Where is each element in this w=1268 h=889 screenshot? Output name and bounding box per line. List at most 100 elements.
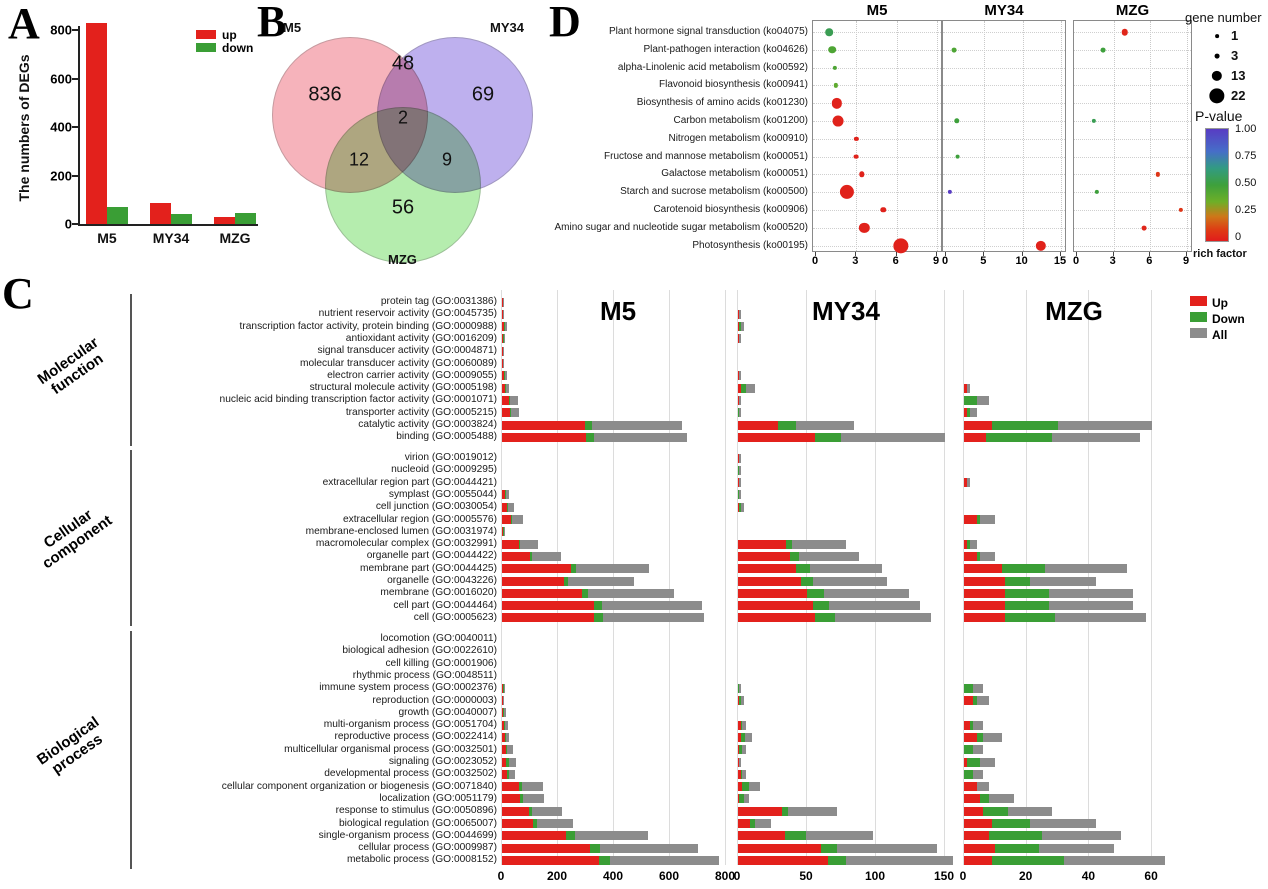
- c-bar-all-segment: [976, 395, 990, 405]
- c-bar-up-segment: [964, 432, 986, 442]
- c-bar-m5: [502, 794, 544, 804]
- panel-a-letter: A: [8, 0, 40, 48]
- d-pathway-label: Plant hormone signal transduction (ko040…: [608, 26, 808, 37]
- c-bar-mzg: [964, 383, 971, 393]
- c-bar-my34: [738, 732, 752, 742]
- c-gridline: [737, 290, 738, 865]
- c-section-line: [130, 631, 132, 869]
- a-ytick: 400: [50, 119, 72, 135]
- c-go-term-label: cell junction (GO:0030054): [375, 501, 497, 513]
- c-bar-up-segment: [738, 383, 741, 393]
- c-bar-my34: [738, 383, 755, 393]
- c-go-term-label: nucleoid (GO:0009295): [391, 464, 497, 476]
- c-bar-all-segment: [504, 527, 505, 537]
- d-bubble: [954, 118, 960, 124]
- d-bubble: [859, 222, 870, 233]
- c-bar-up-segment: [502, 769, 507, 779]
- d-row-guide: [813, 245, 941, 247]
- c-bar-my34: [738, 831, 874, 841]
- c-bar-all-segment: [742, 769, 747, 779]
- c-bar-all-segment: [503, 696, 504, 705]
- c-bar-up-segment: [502, 683, 503, 693]
- c-bar-up-segment: [738, 769, 741, 779]
- c-gridline: [963, 290, 964, 865]
- c-bar-up-segment: [738, 855, 828, 865]
- c-bar-up-segment: [738, 696, 740, 705]
- c-bar-m5: [502, 297, 504, 307]
- d-xaxis-label: rich factor: [1193, 248, 1247, 260]
- d-pvalue-tick: 0.50: [1235, 177, 1257, 189]
- c-bar-down-segment: [518, 539, 520, 549]
- c-bar-down-segment: [739, 322, 741, 332]
- c-bar-down-segment: [738, 683, 740, 693]
- c-bar-all-segment: [1058, 420, 1153, 430]
- c-bar-down-segment: [973, 696, 977, 705]
- c-bar-all-segment: [795, 420, 854, 430]
- c-xtick: 0: [959, 869, 967, 883]
- d-xtick: 0: [1072, 255, 1080, 267]
- c-bar-m5: [502, 769, 516, 779]
- c-go-term-label: biological regulation (GO:0065007): [338, 817, 497, 829]
- d-pathway-label: Starch and sucrose metabolism (ko00500): [620, 186, 808, 198]
- c-bar-my34: [738, 843, 937, 853]
- c-bar-all-segment: [739, 408, 741, 418]
- c-bar-all-segment: [522, 794, 544, 804]
- c-bar-up-segment: [964, 551, 977, 561]
- c-bar-mzg: [964, 720, 983, 730]
- c-bar-m5: [502, 745, 513, 755]
- d-row-guide: [813, 103, 941, 105]
- c-section-line: [130, 294, 132, 446]
- c-bar-all-segment: [791, 539, 846, 549]
- c-bar-mzg: [964, 831, 1121, 841]
- c-bar-mzg: [964, 576, 1096, 586]
- c-go-term-label: antioxidant activity (GO:0016209): [345, 332, 497, 344]
- c-bar-all-segment: [739, 395, 741, 405]
- d-xtick-mark: [1186, 252, 1187, 256]
- c-go-term-label: growth (GO:0040007): [398, 706, 497, 718]
- c-bar-up-segment: [502, 855, 599, 865]
- d-bubble: [854, 136, 859, 141]
- d-size-legend-title: gene number: [1185, 10, 1262, 25]
- c-bar-all-segment: [739, 371, 741, 381]
- d-xtick: 15: [1053, 255, 1067, 267]
- c-bar-all-segment: [746, 383, 755, 393]
- c-bar-down-segment: [964, 745, 974, 755]
- c-bar-all-segment: [970, 408, 977, 418]
- c-bar-down-segment: [503, 322, 505, 332]
- c-bar-down-segment: [563, 576, 569, 586]
- c-bar-m5: [502, 334, 505, 344]
- a-bar-up: [214, 216, 235, 224]
- c-bar-down-segment: [807, 588, 824, 598]
- c-go-term-label: organelle part (GO:0044422): [366, 550, 497, 562]
- c-bar-all-segment: [1029, 576, 1096, 586]
- d-xtick: 3: [852, 255, 859, 267]
- c-bar-my34: [738, 408, 741, 418]
- c-bar-up-segment: [502, 322, 504, 332]
- c-bar-all-segment: [505, 383, 509, 393]
- d-bubble: [1094, 190, 1099, 195]
- c-bar-m5: [502, 309, 504, 319]
- d-bubble: [1141, 225, 1147, 231]
- c-bar-up-segment: [964, 831, 990, 841]
- c-bar-down-segment: [992, 855, 1065, 865]
- c-bar-my34: [738, 371, 741, 381]
- c-bar-m5: [502, 757, 516, 767]
- c-bar-all-segment: [1045, 564, 1127, 574]
- d-gridline: [937, 21, 938, 251]
- c-bar-down-segment: [532, 819, 538, 828]
- c-bar-m5: [502, 490, 509, 500]
- c-bar-mzg: [964, 683, 983, 693]
- d-panel-title: M5: [866, 2, 888, 19]
- c-bar-my34: [738, 576, 888, 586]
- panel-d-letter: D: [549, 0, 581, 46]
- c-go-term-label: cell part (GO:0044464): [393, 599, 497, 611]
- d-row-guide: [943, 138, 1065, 140]
- c-bar-all-segment: [574, 831, 648, 841]
- c-bar-all-segment: [973, 745, 983, 755]
- c-go-term-label: localization (GO:0051179): [379, 792, 497, 804]
- c-sample-title: MY34: [812, 296, 880, 326]
- c-xtick: 0: [497, 869, 505, 883]
- c-bar-m5: [502, 432, 687, 442]
- d-bubble: [955, 154, 960, 160]
- c-bar-up-segment: [738, 564, 796, 574]
